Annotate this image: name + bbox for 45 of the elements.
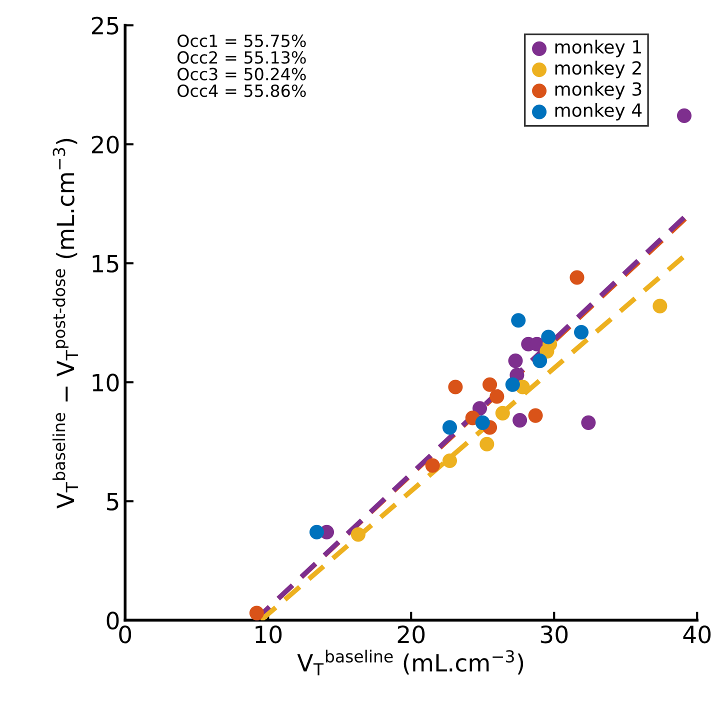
point xyxy=(480,436,494,452)
legend-label: monkey 1 xyxy=(555,40,641,58)
point xyxy=(442,420,458,435)
point xyxy=(505,377,520,392)
point xyxy=(508,354,523,368)
point xyxy=(425,458,440,473)
point xyxy=(541,330,556,344)
point xyxy=(676,108,692,123)
y-tick-label: 20 xyxy=(92,136,119,154)
point xyxy=(249,606,264,620)
legend-label: monkey 2 xyxy=(555,60,641,78)
point xyxy=(448,380,463,394)
x-tick-label: 40 xyxy=(683,625,711,644)
point xyxy=(350,527,366,542)
x-tick-label: 20 xyxy=(398,625,425,644)
point xyxy=(652,298,668,314)
point xyxy=(570,270,584,285)
x-tick-label: 30 xyxy=(540,625,568,644)
point xyxy=(309,524,324,540)
point xyxy=(482,377,498,392)
annotation: Occ1 = 55.75% xyxy=(178,34,306,48)
x-tick-label: 10 xyxy=(256,625,282,644)
y-tick-label: 10 xyxy=(92,374,119,392)
point xyxy=(442,453,458,468)
annotation: Occ3 = 50.24% xyxy=(178,68,306,80)
legend-label: monkey 3 xyxy=(555,82,642,100)
point xyxy=(532,354,548,368)
point xyxy=(490,389,504,404)
y-tick-label: 25 xyxy=(92,16,118,35)
point xyxy=(528,408,543,423)
point xyxy=(581,415,596,430)
text: V$_{T}$$^{baseline}$ − V$_{T}$$^{post-dose}$ (mL.cm$^{−3}$) xyxy=(52,138,78,508)
legend-label: monkey 4 xyxy=(555,102,642,120)
annotation: Occ4 = 55.86% xyxy=(178,84,306,98)
point xyxy=(574,324,589,340)
y-tick-label: 15 xyxy=(92,255,118,273)
point xyxy=(511,313,526,328)
x-axis-title: V$_{T}$$^{baseline}$ (mL.cm$^{−3}$) xyxy=(297,650,524,676)
point xyxy=(495,406,510,420)
y-tick-label: 0 xyxy=(106,612,119,630)
annotation: Occ2 = 55.13% xyxy=(178,51,306,64)
y-tick-label: 5 xyxy=(107,492,118,511)
point xyxy=(475,415,490,430)
point xyxy=(512,413,528,428)
x-tick-label: 0 xyxy=(119,625,132,644)
